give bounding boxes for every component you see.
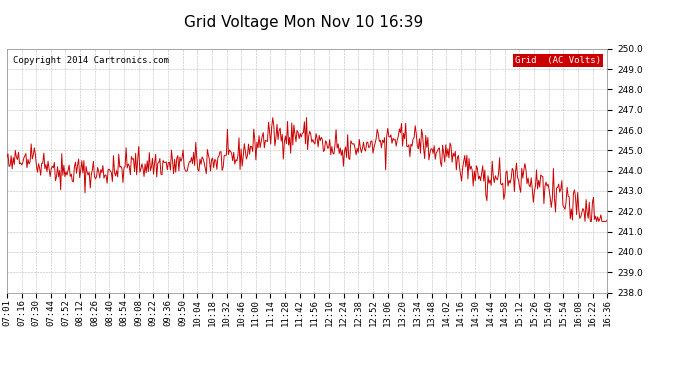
Text: Copyright 2014 Cartronics.com: Copyright 2014 Cartronics.com [13,56,169,65]
Text: Grid  (AC Volts): Grid (AC Volts) [515,56,601,65]
Text: Grid Voltage Mon Nov 10 16:39: Grid Voltage Mon Nov 10 16:39 [184,15,423,30]
